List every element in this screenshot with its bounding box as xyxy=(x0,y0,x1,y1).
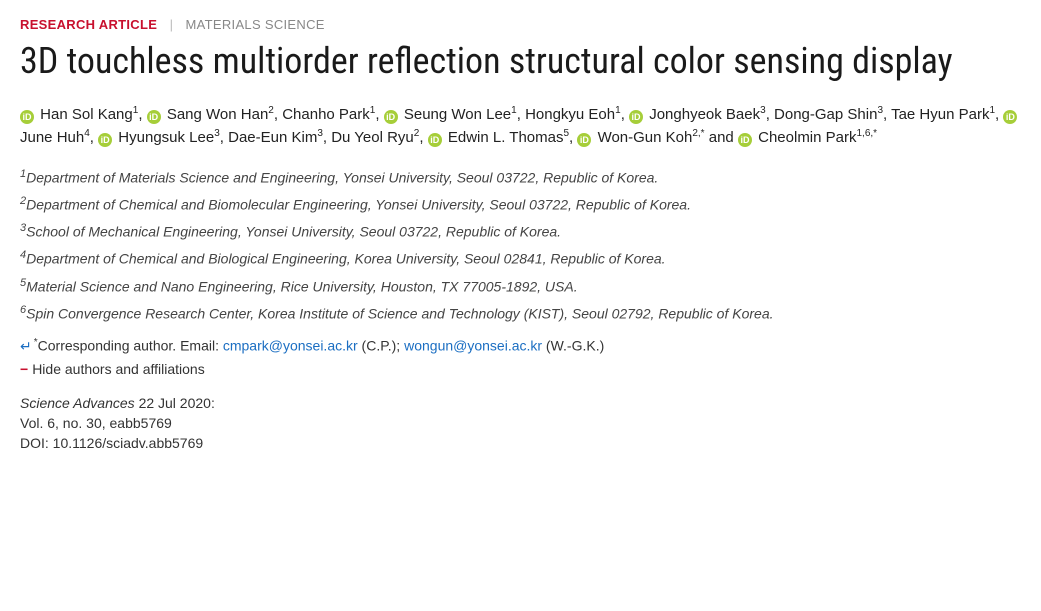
author-affiliation-sup: 5 xyxy=(563,128,569,139)
author-name[interactable]: Cheolmin Park xyxy=(758,129,856,146)
return-arrow-icon[interactable]: ↵ xyxy=(20,338,32,354)
article-type-label: RESEARCH ARTICLE xyxy=(20,17,157,32)
author-name[interactable]: Seung Won Lee xyxy=(404,106,511,123)
author-affiliation-sup: 3 xyxy=(214,128,220,139)
author-affiliation-sup: 3 xyxy=(760,105,766,116)
author-name[interactable]: Sang Won Han xyxy=(167,106,268,123)
author-name[interactable]: Han Sol Kang xyxy=(40,106,133,123)
corresponding-suffix-1: (C.P.); xyxy=(358,338,404,354)
affiliation-line: 2Department of Chemical and Biomolecular… xyxy=(20,191,1021,218)
author-affiliation-sup: 2 xyxy=(268,105,274,116)
corresponding-suffix-2: (W.-G.K.) xyxy=(542,338,604,354)
author-affiliation-sup: 1 xyxy=(989,105,995,116)
affiliations-block: 1Department of Materials Science and Eng… xyxy=(20,164,1021,328)
author-affiliation-sup: 2,* xyxy=(692,128,704,139)
affiliation-text: School of Mechanical Engineering, Yonsei… xyxy=(26,224,561,240)
orcid-icon[interactable]: iD xyxy=(738,133,752,147)
author-name[interactable]: Edwin L. Thomas xyxy=(448,129,564,146)
affiliation-line: 1Department of Materials Science and Eng… xyxy=(20,164,1021,191)
affiliation-text: Spin Convergence Research Center, Korea … xyxy=(26,306,773,322)
pub-volume: Vol. 6, no. 30, eabb5769 xyxy=(20,415,172,431)
authors-list: iD Han Sol Kang1, iD Sang Won Han2, Chan… xyxy=(20,103,1021,150)
affiliation-line: 4Department of Chemical and Biological E… xyxy=(20,245,1021,272)
journal-name: Science Advances xyxy=(20,395,139,411)
toggle-text: Hide authors and affiliations xyxy=(32,361,205,377)
author-affiliation-sup: 1 xyxy=(370,105,376,116)
author-affiliation-sup: 3 xyxy=(317,128,323,139)
article-title: 3D touchless multiorder reflection struc… xyxy=(20,40,1021,83)
orcid-icon[interactable]: iD xyxy=(98,133,112,147)
author-affiliation-sup: 2 xyxy=(414,128,420,139)
orcid-icon[interactable]: iD xyxy=(577,133,591,147)
author-name[interactable]: Dae-Eun Kim xyxy=(228,129,317,146)
affiliation-line: 5Material Science and Nano Engineering, … xyxy=(20,273,1021,300)
orcid-icon[interactable]: iD xyxy=(629,110,643,124)
author-name[interactable]: Hyungsuk Lee xyxy=(118,129,214,146)
corresponding-email-1[interactable]: cmpark@yonsei.ac.kr xyxy=(223,338,358,354)
orcid-icon[interactable]: iD xyxy=(428,133,442,147)
affiliation-text: Material Science and Nano Engineering, R… xyxy=(26,278,577,294)
author-affiliation-sup: 4 xyxy=(84,128,90,139)
author-affiliation-sup: 1 xyxy=(133,105,139,116)
article-type-header: RESEARCH ARTICLE | MATERIALS SCIENCE xyxy=(20,16,1021,34)
category-label: MATERIALS SCIENCE xyxy=(186,17,325,32)
divider-pipe: | xyxy=(170,17,173,32)
author-name[interactable]: Dong-Gap Shin xyxy=(774,106,877,123)
author-affiliation-sup: 1 xyxy=(511,105,517,116)
author-affiliation-sup: 1 xyxy=(615,105,621,116)
affiliation-line: 6Spin Convergence Research Center, Korea… xyxy=(20,300,1021,327)
corresponding-author-line: ↵*Corresponding author. Email: cmpark@yo… xyxy=(20,337,1021,355)
orcid-icon[interactable]: iD xyxy=(1003,110,1017,124)
author-name[interactable]: Tae Hyun Park xyxy=(891,106,989,123)
author-name[interactable]: Chanho Park xyxy=(282,106,370,123)
author-name[interactable]: Won-Gun Koh xyxy=(598,129,693,146)
affiliation-line: 3School of Mechanical Engineering, Yonse… xyxy=(20,218,1021,245)
pub-doi: DOI: 10.1126/sciadv.abb5769 xyxy=(20,435,203,451)
corresponding-lead: Corresponding author. Email: xyxy=(38,338,223,354)
minus-icon: − xyxy=(20,361,28,377)
orcid-icon[interactable]: iD xyxy=(384,110,398,124)
publication-info: Science Advances 22 Jul 2020: Vol. 6, no… xyxy=(20,393,1021,454)
author-name[interactable]: June Huh xyxy=(20,129,84,146)
affiliation-text: Department of Materials Science and Engi… xyxy=(26,169,658,185)
author-name[interactable]: Jonghyeok Baek xyxy=(649,106,760,123)
pub-date: 22 Jul 2020: xyxy=(139,395,215,411)
toggle-authors-affiliations[interactable]: −Hide authors and affiliations xyxy=(20,361,1021,377)
author-affiliation-sup: 1,6,* xyxy=(857,128,878,139)
affiliation-text: Department of Chemical and Biological En… xyxy=(26,251,665,267)
author-affiliation-sup: 3 xyxy=(877,105,883,116)
corresponding-email-2[interactable]: wongun@yonsei.ac.kr xyxy=(404,338,542,354)
orcid-icon[interactable]: iD xyxy=(147,110,161,124)
affiliation-text: Department of Chemical and Biomolecular … xyxy=(26,197,691,213)
orcid-icon[interactable]: iD xyxy=(20,110,34,124)
author-name[interactable]: Du Yeol Ryu xyxy=(331,129,414,146)
author-name[interactable]: Hongkyu Eoh xyxy=(525,106,615,123)
